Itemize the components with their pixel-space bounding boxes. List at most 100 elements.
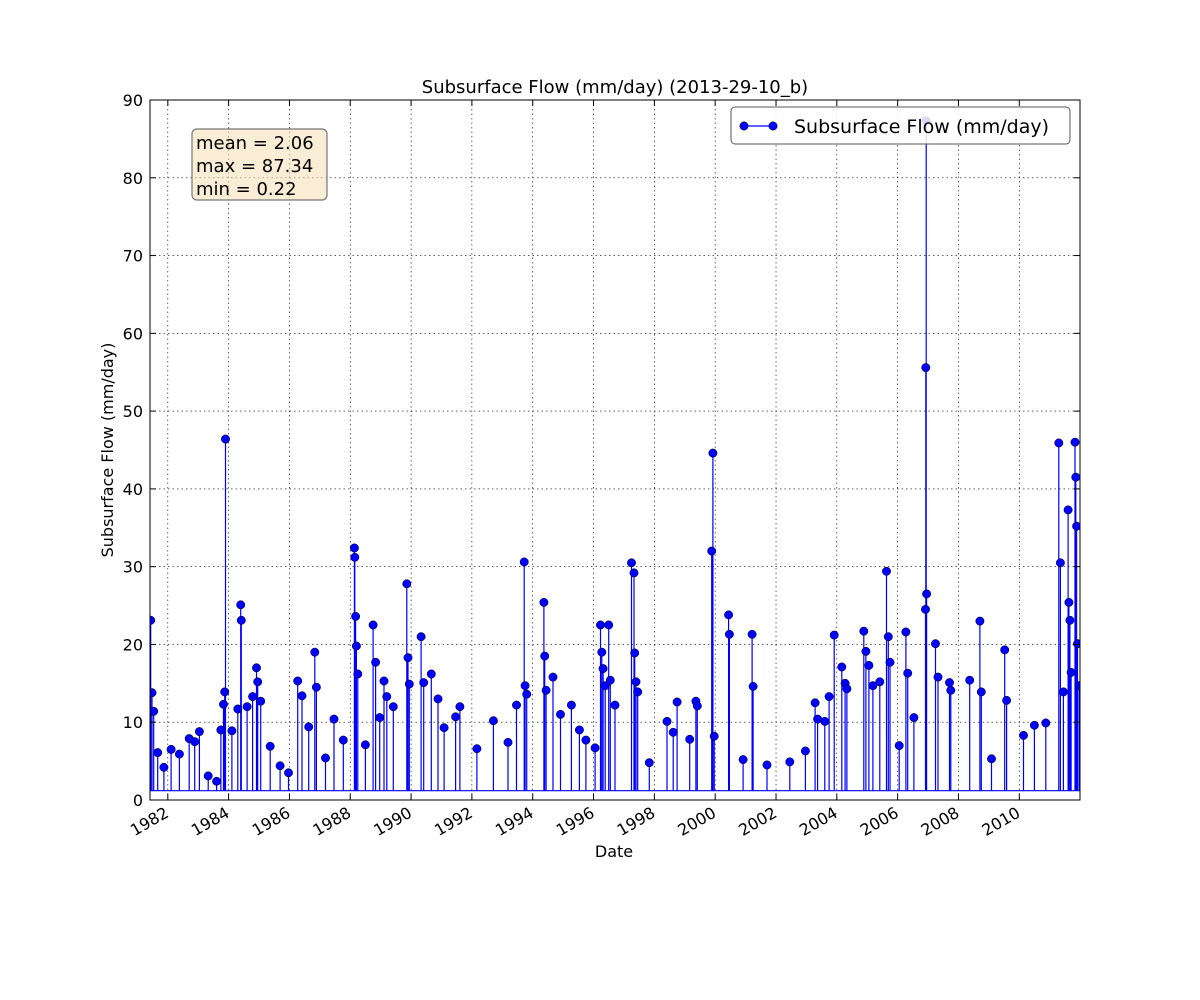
legend-marker — [768, 121, 778, 131]
data-point — [724, 610, 734, 620]
data-point — [597, 647, 607, 657]
data-point — [885, 657, 895, 667]
data-point — [455, 702, 465, 712]
y-tick-label: 10 — [123, 713, 143, 732]
legend: Subsurface Flow (mm/day) — [730, 106, 1071, 145]
data-point — [439, 723, 449, 733]
stats-mean: mean = 2.06 — [196, 133, 314, 154]
data-point — [1041, 718, 1051, 728]
data-point — [541, 685, 551, 695]
data-point — [338, 735, 348, 745]
y-tick-label: 40 — [123, 480, 143, 499]
data-point — [590, 743, 600, 753]
data-point — [166, 744, 176, 754]
data-point — [375, 713, 385, 723]
data-point — [596, 620, 605, 630]
plot-frame — [149, 99, 1081, 801]
data-point — [519, 557, 529, 567]
y-tick-label: 50 — [123, 402, 143, 421]
data-point — [540, 651, 550, 661]
data-point — [1071, 472, 1080, 482]
data-point — [581, 735, 591, 745]
data-point — [748, 681, 758, 691]
data-point — [1074, 681, 1080, 691]
data-point — [382, 692, 392, 702]
data-point — [275, 761, 285, 771]
data-point — [212, 776, 222, 786]
data-point — [810, 698, 820, 708]
stats-box: mean = 2.06 max = 87.34 min = 0.22 — [191, 128, 328, 201]
data-point — [1066, 667, 1076, 677]
data-point — [236, 615, 246, 625]
data-point — [153, 748, 163, 758]
data-point — [174, 749, 184, 759]
y-tick-label: 30 — [123, 558, 143, 577]
data-point — [864, 660, 874, 670]
data-point — [416, 632, 426, 642]
data-point — [829, 630, 839, 640]
stats-min: min = 0.22 — [196, 179, 297, 200]
data-point — [1029, 720, 1039, 730]
data-point — [1019, 730, 1028, 740]
data-point — [894, 741, 904, 751]
data-point — [820, 716, 830, 726]
data-point — [520, 681, 530, 691]
data-point — [472, 744, 482, 754]
series-layer — [150, 116, 1080, 792]
data-point — [842, 684, 852, 694]
data-point — [256, 696, 266, 706]
y-tick-label: 20 — [123, 635, 143, 654]
y-tick-label: 60 — [123, 324, 143, 343]
y-tick-label: 70 — [123, 247, 143, 266]
data-point — [351, 641, 361, 651]
data-point — [662, 716, 672, 726]
data-point — [284, 768, 293, 778]
data-point — [672, 697, 682, 707]
data-point — [987, 754, 996, 764]
data-point — [242, 702, 252, 712]
data-point — [629, 568, 639, 578]
data-point — [293, 676, 303, 686]
data-point — [403, 653, 413, 663]
data-point — [150, 706, 159, 716]
data-point — [304, 722, 314, 732]
data-point — [824, 692, 834, 702]
data-point — [598, 664, 608, 674]
data-point — [227, 726, 237, 736]
data-point — [933, 672, 943, 682]
data-point — [1002, 695, 1012, 705]
data-point — [203, 771, 213, 781]
data-point — [150, 688, 157, 698]
data-point — [556, 709, 565, 719]
data-point — [610, 700, 620, 710]
data-point — [379, 676, 389, 686]
data-point — [388, 702, 398, 712]
x-axis-label: Date — [595, 842, 633, 861]
data-point — [297, 691, 307, 701]
data-point — [1072, 521, 1080, 531]
data-point — [901, 627, 911, 637]
data-point — [605, 675, 615, 685]
data-point — [539, 597, 549, 607]
data-point — [404, 679, 414, 689]
data-point — [875, 677, 885, 687]
data-point — [604, 620, 614, 630]
data-point — [633, 687, 643, 697]
stats-max: max = 87.34 — [196, 156, 313, 177]
data-point — [837, 662, 847, 672]
data-point — [627, 558, 636, 568]
data-point — [903, 668, 913, 678]
data-point — [566, 700, 576, 710]
data-point — [349, 543, 359, 553]
data-point — [1073, 639, 1080, 649]
y-axis-label: Subsurface Flow (mm/day) — [98, 343, 117, 558]
chart-title: Subsurface Flow (mm/day) (2013-29-10_b) — [422, 77, 808, 98]
data-point — [150, 615, 156, 625]
data-point — [350, 552, 360, 562]
data-point — [522, 689, 532, 699]
data-point — [360, 740, 370, 750]
data-point — [368, 620, 378, 630]
data-point — [800, 746, 810, 756]
data-point — [233, 704, 243, 714]
